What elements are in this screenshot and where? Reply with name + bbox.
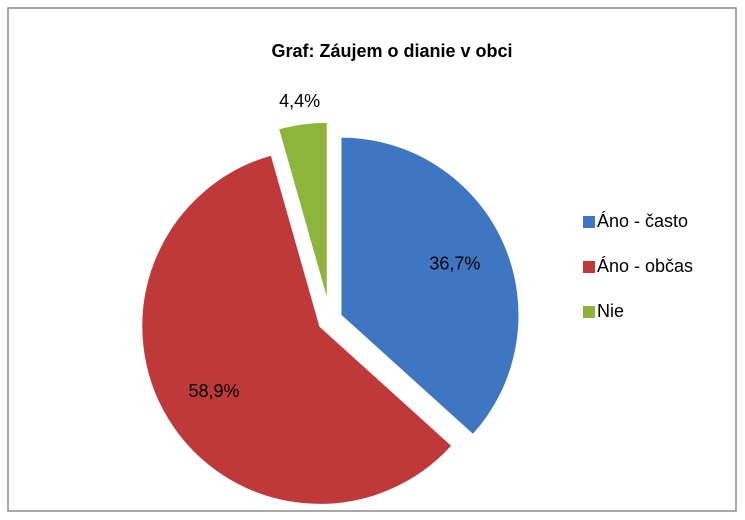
legend-label: Áno - často — [597, 211, 688, 231]
data-label: 4,4% — [279, 91, 320, 111]
data-label: 36,7% — [429, 253, 480, 273]
data-label: 58,9% — [188, 381, 239, 401]
legend-label: Nie — [597, 301, 624, 321]
legend-swatch — [583, 306, 595, 318]
pie-slice — [340, 136, 520, 436]
legend-swatch — [583, 261, 595, 273]
legend-swatch — [583, 216, 595, 228]
pie-slice — [141, 154, 453, 505]
legend-label: Áno - občas — [597, 256, 693, 276]
chart-title: Graf: Záujem o dianie v obci — [271, 41, 512, 61]
pie-slice — [278, 121, 328, 301]
